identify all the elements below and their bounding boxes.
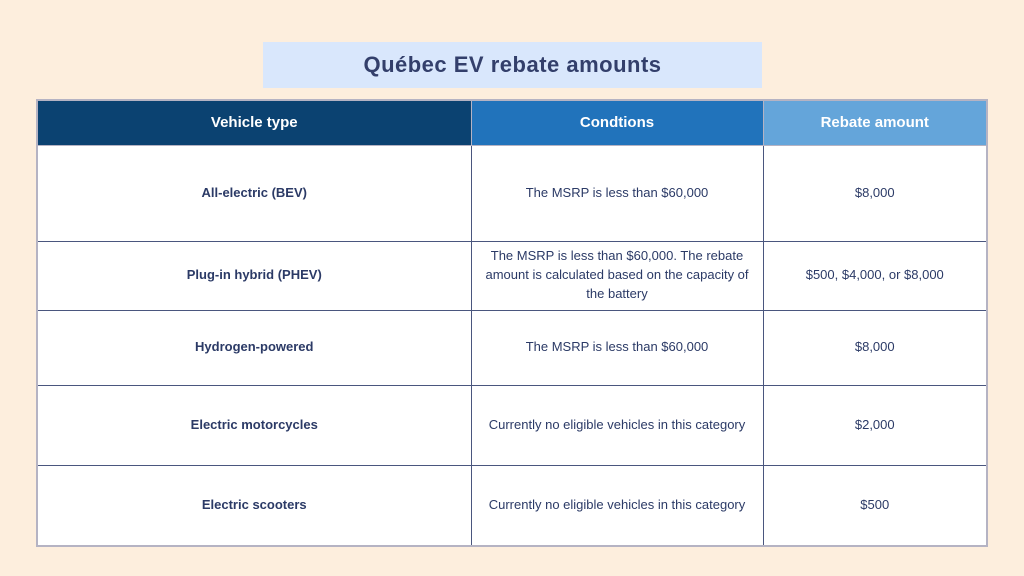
cell-conditions: The MSRP is less than $60,000 — [470, 144, 764, 242]
cell-vehicle-type: Electric scooters — [36, 464, 472, 547]
cell-rebate-amount: $8,000 — [762, 144, 988, 242]
cell-conditions: The MSRP is less than $60,000 — [470, 309, 764, 386]
table-row: Electric scooters Currently no eligible … — [36, 464, 988, 547]
cell-conditions: Currently no eligible vehicles in this c… — [470, 464, 764, 547]
cell-rebate-amount: $8,000 — [762, 309, 988, 386]
page-title: Québec EV rebate amounts — [363, 52, 662, 77]
table-row: Electric motorcycles Currently no eligib… — [36, 384, 988, 466]
header-rebate-amount: Rebate amount — [762, 99, 988, 146]
table-row: Plug-in hybrid (PHEV) The MSRP is less t… — [36, 240, 988, 311]
title-banner: Québec EV rebate amounts — [263, 42, 762, 88]
rebate-table: Vehicle type Condtions Rebate amount All… — [36, 99, 988, 547]
header-conditions: Condtions — [470, 99, 764, 146]
cell-vehicle-type: Electric motorcycles — [36, 384, 472, 466]
cell-rebate-amount: $500 — [762, 464, 988, 547]
cell-vehicle-type: All-electric (BEV) — [36, 144, 472, 242]
header-vehicle-type: Vehicle type — [36, 99, 472, 146]
table-row: All-electric (BEV) The MSRP is less than… — [36, 144, 988, 242]
table-row: Hydrogen-powered The MSRP is less than $… — [36, 309, 988, 386]
cell-vehicle-type: Plug-in hybrid (PHEV) — [36, 240, 472, 311]
cell-rebate-amount: $2,000 — [762, 384, 988, 466]
cell-rebate-amount: $500, $4,000, or $8,000 — [762, 240, 988, 311]
table-header-row: Vehicle type Condtions Rebate amount — [36, 99, 988, 146]
cell-vehicle-type: Hydrogen-powered — [36, 309, 472, 386]
cell-conditions: Currently no eligible vehicles in this c… — [470, 384, 764, 466]
cell-conditions: The MSRP is less than $60,000. The rebat… — [470, 240, 764, 311]
